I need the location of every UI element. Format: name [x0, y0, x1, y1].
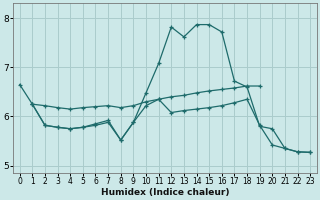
X-axis label: Humidex (Indice chaleur): Humidex (Indice chaleur)	[101, 188, 229, 197]
